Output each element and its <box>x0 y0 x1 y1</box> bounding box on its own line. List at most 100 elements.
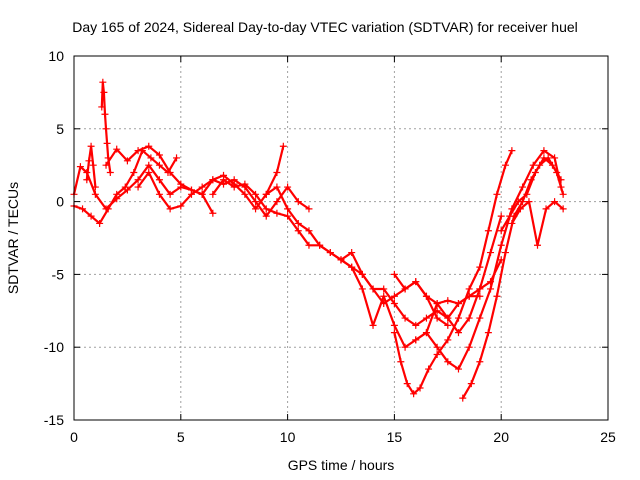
y-tick-label: 0 <box>56 194 64 210</box>
data-point <box>369 285 377 293</box>
data-point <box>506 212 514 220</box>
data-point <box>177 202 185 210</box>
data-point <box>145 142 153 150</box>
data-point <box>516 205 524 213</box>
data-point <box>401 343 409 351</box>
series-satellite-track-12 <box>412 147 565 373</box>
data-point <box>85 157 93 165</box>
data-point <box>559 205 567 213</box>
data-point <box>465 343 473 351</box>
data-point <box>147 154 155 162</box>
data-point <box>79 205 87 213</box>
data-point <box>476 285 484 293</box>
data-point <box>134 147 142 155</box>
data-point <box>113 145 121 153</box>
data-point <box>155 176 163 184</box>
data-point <box>501 249 509 257</box>
data-point <box>91 190 99 198</box>
data-point <box>241 180 249 188</box>
data-point <box>98 103 106 111</box>
data-point <box>390 292 398 300</box>
data-point <box>487 285 495 293</box>
data-point <box>444 336 452 344</box>
data-point <box>96 219 104 227</box>
data-point <box>89 161 97 169</box>
x-tick-label: 15 <box>387 429 403 445</box>
data-point <box>459 394 467 402</box>
data-point <box>316 241 324 249</box>
data-point <box>279 142 287 150</box>
series-line <box>265 185 481 327</box>
data-point <box>155 161 163 169</box>
data-point <box>559 190 567 198</box>
series-satellite-track-11 <box>390 212 505 337</box>
data-point <box>209 176 217 184</box>
data-point <box>540 154 548 162</box>
data-point <box>166 168 174 176</box>
data-point <box>348 249 356 257</box>
data-point <box>121 183 129 191</box>
data-point <box>358 270 366 278</box>
data-point <box>230 183 238 191</box>
data-point <box>209 209 217 217</box>
data-point <box>91 183 99 191</box>
y-tick-label: -15 <box>44 412 64 428</box>
data-point <box>454 329 462 337</box>
y-axis-label: SDTVAR / TECUs <box>5 182 21 294</box>
axis-ticks <box>73 55 609 421</box>
x-tick-label: 5 <box>177 429 185 445</box>
y-tick-label: 10 <box>48 48 64 64</box>
data-point <box>410 390 418 398</box>
data-point <box>177 180 185 188</box>
data-point <box>422 292 430 300</box>
data-point <box>106 168 114 176</box>
data-point <box>508 147 516 155</box>
series-satellite-track-8 <box>262 183 484 329</box>
y-tick-label: 5 <box>56 121 64 137</box>
data-point <box>551 154 559 162</box>
data-point <box>501 161 509 169</box>
data-point <box>294 219 302 227</box>
data-point <box>476 358 484 366</box>
data-point <box>102 161 110 169</box>
data-point <box>337 256 345 264</box>
data-point <box>433 350 441 358</box>
data-point <box>294 227 302 235</box>
data-point <box>134 176 142 184</box>
data-point <box>412 278 420 286</box>
data-point <box>305 241 313 249</box>
data-point <box>412 336 420 344</box>
data-point <box>497 227 505 235</box>
data-point <box>166 205 174 213</box>
data-point <box>273 198 281 206</box>
data-point <box>422 314 430 322</box>
data-point <box>262 212 270 220</box>
data-point <box>523 190 531 198</box>
data-point <box>273 168 281 176</box>
data-point <box>252 198 260 206</box>
data-point <box>273 183 281 191</box>
data-point <box>252 190 260 198</box>
data-point <box>273 209 281 217</box>
data-series <box>70 78 567 402</box>
data-point <box>444 297 452 305</box>
data-point <box>497 212 505 220</box>
chart-title: Day 165 of 2024, Sidereal Day-to-day VTE… <box>72 19 578 35</box>
data-point <box>87 212 95 220</box>
data-point <box>326 249 334 257</box>
data-point <box>467 380 475 388</box>
data-point <box>209 190 217 198</box>
data-point <box>252 205 260 213</box>
series-satellite-track-4 <box>83 142 99 191</box>
data-point <box>173 154 181 162</box>
data-point <box>102 125 110 133</box>
data-point <box>401 285 409 293</box>
data-point <box>76 163 84 171</box>
data-point <box>493 190 501 198</box>
data-point <box>508 219 516 227</box>
data-point <box>390 321 398 329</box>
data-point <box>403 380 411 388</box>
data-point <box>529 161 537 169</box>
data-point <box>230 176 238 184</box>
data-point <box>540 147 548 155</box>
